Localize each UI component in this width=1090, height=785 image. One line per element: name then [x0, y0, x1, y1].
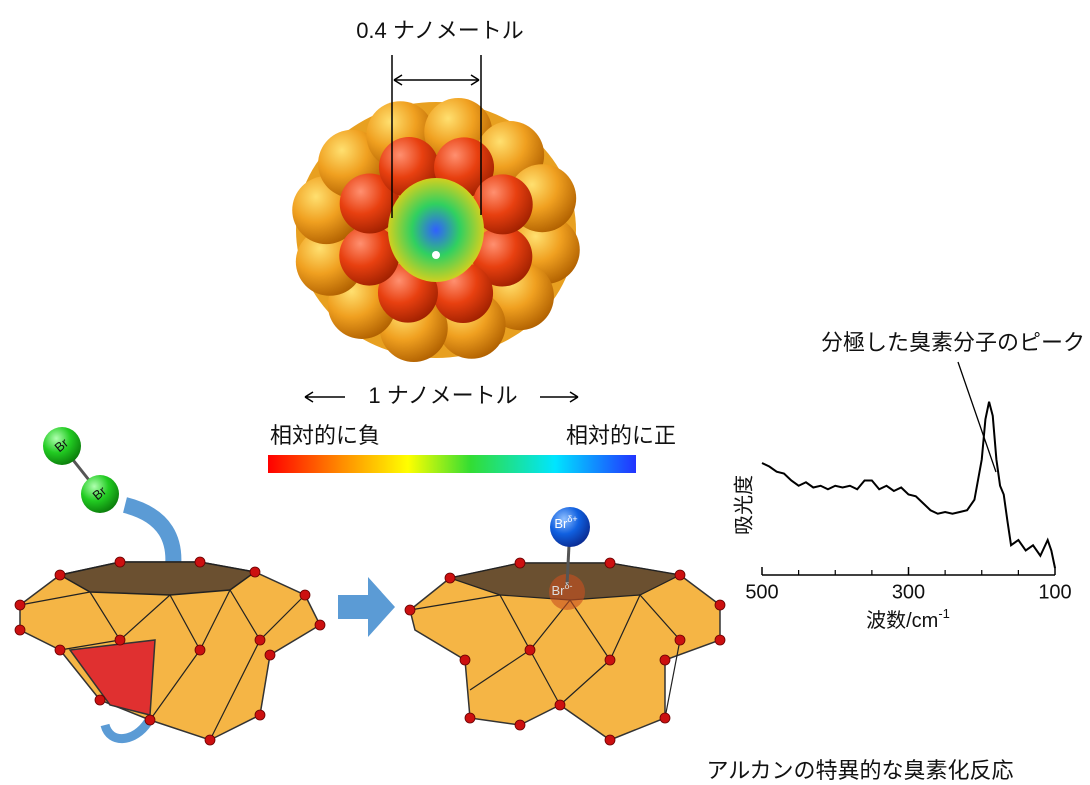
diameter-arrow — [304, 391, 345, 403]
atom-symbol: Br — [551, 583, 565, 598]
arrow-head — [393, 74, 480, 86]
x-label-superscript: -1 — [938, 606, 950, 621]
pore-size-label: 0.4 ナノメートル — [356, 18, 524, 43]
oxygen-atom — [524, 644, 536, 656]
oxygen-atom — [14, 599, 26, 611]
oxygen-atom — [444, 572, 456, 584]
esp-sphere — [472, 174, 533, 235]
oxygen-atom — [94, 694, 106, 706]
oxygen-atom — [314, 619, 326, 631]
process-arrow — [338, 577, 395, 637]
atom-label: Brδ- — [551, 581, 572, 598]
oxygen-atom — [514, 719, 526, 731]
cluster-right — [409, 562, 721, 741]
bond — [565, 544, 571, 586]
positive-label: 相対的に正 — [566, 423, 676, 448]
br-atom — [550, 507, 590, 547]
oxygen-atom — [204, 734, 216, 746]
oxygen-atom — [674, 634, 686, 646]
x-label-text: 波数/cm — [866, 609, 938, 632]
oxygen-atom — [604, 557, 616, 569]
spectrum-line — [761, 401, 1056, 569]
oxygen-atom — [604, 734, 616, 746]
oxygen-atom — [54, 644, 66, 656]
charge: δ+ — [567, 514, 577, 524]
oxygen-atom — [659, 654, 671, 666]
oxygen-atom — [714, 634, 726, 646]
oxygen-atom — [464, 712, 476, 724]
oxygen-atom — [144, 714, 156, 726]
oxygen-atom — [114, 556, 126, 568]
oxygen-atom — [54, 569, 66, 581]
esp-map — [292, 97, 580, 363]
esp-sphere — [339, 173, 400, 234]
oxygen-atom — [554, 699, 566, 711]
x-tick-label: 100 — [1038, 581, 1071, 603]
oxygen-atom — [714, 599, 726, 611]
oxygen-atom — [114, 634, 126, 646]
x-axis-label: 波数/cm-1 — [866, 606, 950, 632]
oxygen-atom — [514, 557, 526, 569]
charge: δ- — [564, 581, 572, 591]
oxygen-atom — [14, 624, 26, 636]
br-atom — [43, 427, 81, 465]
atom-label: Brδ+ — [554, 514, 577, 531]
oxygen-atom — [254, 634, 266, 646]
x-tick-label: 500 — [745, 581, 778, 603]
cluster-left — [19, 561, 321, 744]
oxygen-atom — [659, 712, 671, 724]
oxygen-atom — [604, 654, 616, 666]
annotation-line — [957, 361, 997, 473]
peak-annotation: 分極した臭素分子のピーク — [821, 330, 1085, 355]
negative-label: 相対的に負 — [270, 423, 380, 448]
oxygen-atom — [254, 709, 266, 721]
oxygen-atom — [194, 556, 206, 568]
x-tick-label: 300 — [892, 581, 925, 603]
caption: アルカンの特異的な臭素化反応 — [706, 758, 1013, 783]
esp-sphere — [472, 226, 533, 287]
oxygen-atom — [249, 566, 261, 578]
oxygen-atom — [674, 569, 686, 581]
oxygen-atom — [459, 654, 471, 666]
esp-sphere — [339, 225, 400, 286]
color-scale — [268, 455, 636, 473]
diameter-label: 1 ナノメートル — [368, 383, 517, 408]
diameter-arrow — [540, 391, 579, 403]
y-axis-label: 吸光度 — [732, 475, 755, 535]
br-atom — [81, 475, 119, 513]
oxygen-atom — [264, 649, 276, 661]
oxygen-atom — [194, 644, 206, 656]
oxygen-atom — [299, 589, 311, 601]
oxygen-atom — [404, 604, 416, 616]
atom-symbol: Br — [554, 516, 568, 531]
